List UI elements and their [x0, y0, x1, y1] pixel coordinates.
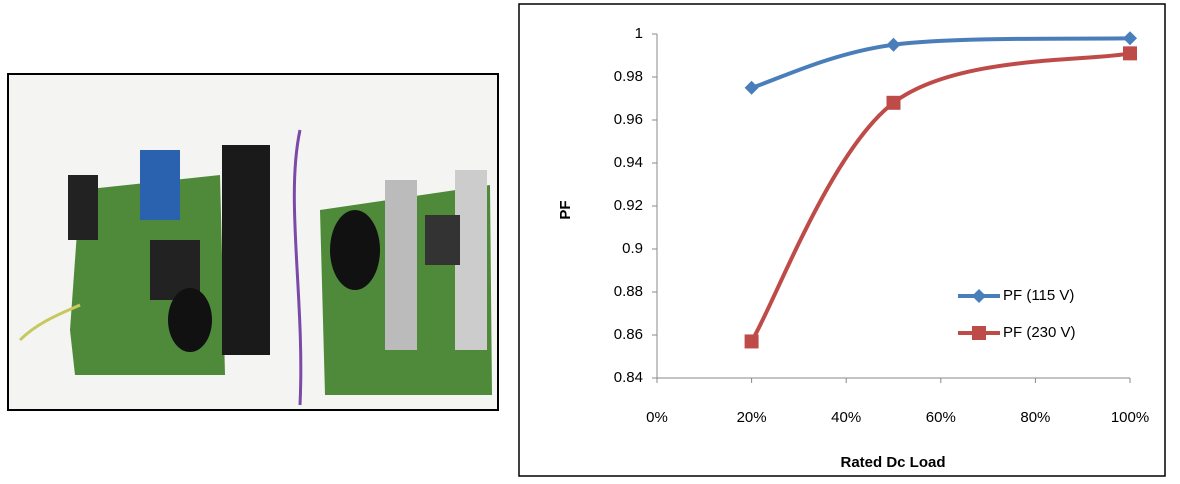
- x-tick-label: 0%: [646, 409, 668, 426]
- marker: [886, 95, 901, 110]
- wire: [18, 303, 81, 342]
- y-tick-label: 0.94: [614, 154, 643, 171]
- x-tick-label: 60%: [926, 409, 956, 426]
- marker: [1123, 46, 1137, 61]
- transformer: [425, 215, 460, 265]
- photo: [7, 73, 499, 411]
- y-tick-label: 0.86: [614, 326, 643, 343]
- y-tick-label: 1: [635, 25, 643, 42]
- y-axis-title: PF: [557, 200, 574, 219]
- legend-label: PF (115 V): [1003, 287, 1074, 304]
- marker: [744, 334, 759, 349]
- connector: [68, 175, 98, 240]
- legend-marker: [972, 326, 986, 340]
- transformer: [140, 150, 180, 220]
- y-tick-label: 0.88: [614, 283, 643, 300]
- series-line: [751, 36, 1131, 90]
- x-tick-label: 80%: [1020, 409, 1050, 426]
- marker: [1123, 31, 1137, 46]
- y-tick-label: 0.92: [614, 197, 643, 214]
- heatsink: [455, 170, 487, 350]
- y-tick-label: 0.84: [614, 369, 643, 386]
- x-tick-label: 40%: [831, 409, 861, 426]
- marker: [744, 80, 759, 95]
- y-tick-label: 0.9: [622, 240, 643, 257]
- y-tick-label: 0.98: [614, 68, 643, 85]
- heatsink: [385, 180, 417, 350]
- wire: [292, 129, 303, 406]
- marker: [886, 37, 901, 52]
- legend-label: PF (230 V): [1003, 324, 1076, 341]
- capacitor: [330, 210, 380, 290]
- x-tick-label: 100%: [1111, 409, 1149, 426]
- y-tick-label: 0.96: [614, 111, 643, 128]
- capacitor: [168, 288, 212, 352]
- x-axis-title: Rated Dc Load: [840, 454, 945, 471]
- chart-frame: [518, 3, 1166, 477]
- heatsink: [222, 145, 270, 355]
- legend-marker: [972, 289, 986, 303]
- x-tick-label: 20%: [737, 409, 767, 426]
